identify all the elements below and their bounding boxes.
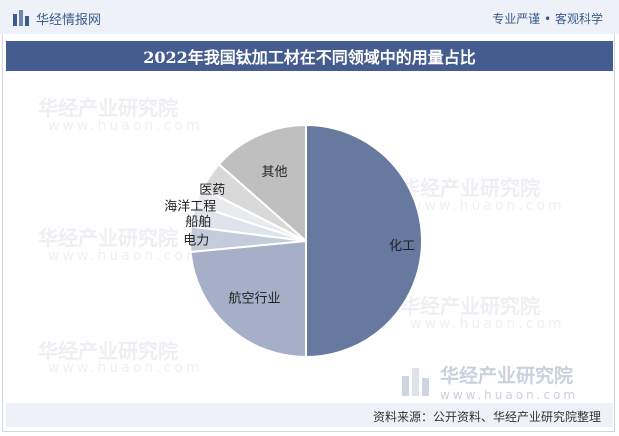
pie-slice (217, 123, 307, 244)
brand-watermark-icon (402, 367, 429, 396)
watermark-text: 华经产业研究院 (400, 176, 540, 200)
brand-logo-icon (13, 10, 29, 26)
brand-watermark-name: 华经产业研究院 (440, 365, 574, 387)
pie-slice-label: 航空行业 (228, 291, 280, 307)
footer: 资料来源：公开资料、华经产业研究院整理 (6, 403, 613, 427)
pie-slices (189, 123, 423, 359)
pie-slice-label: 其他 (261, 165, 287, 180)
brand: 华经情报网 (12, 9, 102, 28)
brand-watermark: 华经产业研究院 www.huaon.com (400, 361, 578, 402)
source-note: 资料来源：公开资料、华经产业研究院整理 (372, 410, 601, 424)
pie-slice-label: 船舶 (185, 214, 211, 230)
watermark-text: 华经产业研究院 (38, 226, 178, 250)
pie-slice (305, 123, 423, 359)
top-bar: 华经情报网 专业严谨 • 客观科学 (0, 0, 619, 34)
watermark-url: www.huaon.com (48, 360, 203, 376)
watermark-url: www.huaon.com (410, 198, 565, 214)
pie-slice-label: 海洋工程 (164, 199, 216, 214)
watermark-url: www.huaon.com (48, 248, 203, 264)
pie-slice-label: 化工 (389, 239, 415, 254)
watermark-url: www.huaon.com (410, 316, 565, 332)
pie-slice-label: 医药 (199, 183, 225, 198)
title-bar: 2022年我国钛加工材在不同领域中的用量占比 (6, 41, 613, 71)
pie-slice-label: 电力 (183, 234, 209, 249)
chart-title: 2022年我国钛加工材在不同领域中的用量占比 (143, 48, 476, 67)
watermark-text: 华经产业研究院 (400, 294, 540, 318)
brand-name: 华经情报网 (36, 12, 102, 28)
watermark-url: www.huaon.com (48, 118, 203, 134)
tagline: 专业严谨 • 客观科学 (492, 12, 603, 26)
watermark-text: 华经产业研究院 (38, 96, 178, 120)
pie-slice (189, 239, 307, 359)
watermark-text: 华经产业研究院 (38, 339, 178, 363)
brand-watermark-url: www.huaon.com (440, 388, 579, 402)
